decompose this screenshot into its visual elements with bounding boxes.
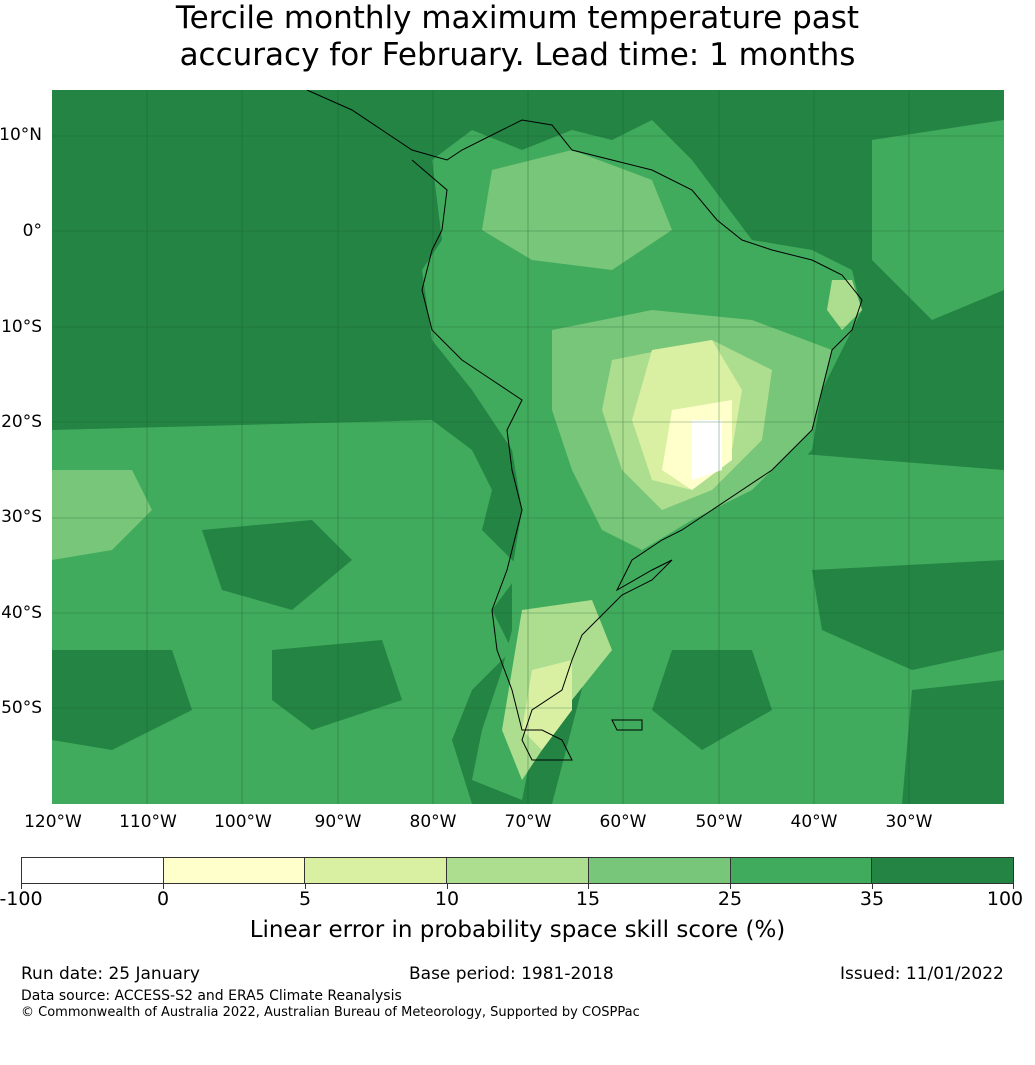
colorbar-tick	[872, 884, 873, 889]
issued-date: Issued: 11/01/2022	[840, 964, 1004, 984]
lon-label-70w: 70°W	[504, 812, 552, 832]
pacific-patch-2	[202, 520, 352, 610]
map-title: Tercile monthly maximum temperature past…	[0, 0, 1035, 74]
colorbar-segment	[305, 858, 448, 883]
colorbar-tick	[305, 884, 306, 889]
colorbar-tick-label: 10	[434, 888, 460, 910]
colorbar-tick-label: 25	[717, 888, 743, 910]
title-line-1: Tercile monthly maximum temperature past	[175, 0, 860, 36]
colorbar-segment	[163, 858, 306, 883]
colorbar-tick	[447, 884, 448, 889]
colorbar-tick	[730, 884, 731, 889]
lat-label-20s: 20°S	[1, 412, 42, 432]
atlantic-patch-3	[902, 680, 1004, 804]
pacific-patch-1	[52, 470, 152, 560]
lon-label-50w: 50°W	[695, 812, 743, 832]
lat-label-30s: 30°S	[1, 507, 42, 527]
colorbar-tick	[21, 884, 22, 889]
pacific-patch-4	[272, 640, 402, 730]
lat-label-50s: 50°S	[1, 698, 42, 718]
colorbar-tick-label: 15	[575, 888, 601, 910]
lat-label-10n: 10°N	[0, 125, 42, 145]
colorbar-tick	[163, 884, 164, 889]
colorbar-segment	[588, 858, 731, 883]
lon-label-90w: 90°W	[314, 812, 362, 832]
colorbar-tick-label: 35	[859, 888, 885, 910]
colorbar-segment	[22, 858, 164, 883]
atlantic-patch-2	[652, 650, 772, 750]
lon-label-100w: 100°W	[214, 812, 272, 832]
coastline	[306, 90, 863, 761]
colorbar-tick-label: 0	[156, 888, 170, 910]
lat-label-40s: 40°S	[1, 603, 42, 623]
data-source: Data source: ACCESS-S2 and ERA5 Climate …	[21, 988, 402, 1004]
lon-label-60w: 60°W	[599, 812, 647, 832]
colorbar-label: Linear error in probability space skill …	[249, 917, 786, 943]
map-svg	[52, 90, 1004, 804]
colorbar-tick-label: -100	[0, 888, 43, 910]
lon-label-110w: 110°W	[119, 812, 177, 832]
run-date: Run date: 25 January	[21, 964, 200, 984]
lat-label-10s: 10°S	[1, 317, 42, 337]
patagonia-pale-region	[522, 660, 572, 750]
colorbar-segment	[872, 858, 1014, 883]
amazon-north-light	[482, 150, 672, 270]
lat-label-0: 0°	[22, 221, 42, 241]
lon-label-80w: 80°W	[409, 812, 457, 832]
lon-label-40w: 40°W	[790, 812, 838, 832]
north-atlantic-patch	[872, 120, 1004, 320]
title-line-2: accuracy for February. Lead time: 1 mont…	[179, 37, 856, 73]
colorbar-segment	[447, 858, 589, 883]
atlantic-patch-1	[812, 560, 1004, 670]
brazil-white-region	[692, 420, 722, 480]
colorbar-segment	[730, 858, 873, 883]
falkland-islands	[611, 719, 643, 731]
copyright: © Commonwealth of Australia 2022, Austra…	[21, 1005, 640, 1020]
lon-label-30w: 30°W	[885, 812, 933, 832]
colorbar	[21, 857, 1014, 884]
colorbar-tick-label: 5	[298, 888, 312, 910]
pacific-patch-3	[52, 650, 192, 750]
base-period: Base period: 1981-2018	[409, 964, 614, 984]
colorbar-tick-label: 100	[986, 888, 1024, 910]
lon-label-120w: 120°W	[24, 812, 82, 832]
skill-score-map	[52, 90, 1004, 804]
graticule	[52, 90, 1004, 804]
colorbar-tick	[588, 884, 589, 889]
colorbar-tick	[1013, 884, 1014, 889]
ne-brazil-light	[827, 280, 862, 330]
